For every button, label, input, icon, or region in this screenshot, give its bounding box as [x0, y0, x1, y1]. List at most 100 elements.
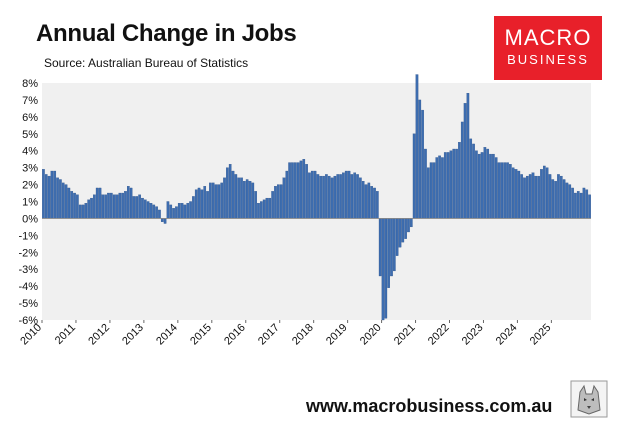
- bar: [540, 169, 543, 219]
- y-tick-label: 6%: [22, 112, 38, 124]
- bar: [381, 218, 385, 321]
- bar: [477, 153, 481, 219]
- x-tick-label: 2023: [460, 322, 486, 348]
- x-tick-label: 2021: [392, 322, 418, 348]
- x-tick-label: 2016: [222, 322, 248, 348]
- bar: [333, 175, 337, 219]
- y-axis: -6% -5% -4% -3% -2% -1% 0% 1% 2% 3% 4% 5% 6% 7% 8%: [18, 78, 38, 327]
- bar: [571, 187, 574, 219]
- bar: [492, 153, 495, 219]
- y-tick-label: -6%: [18, 315, 38, 327]
- x-tick-label: 2014: [154, 322, 180, 348]
- bar: [291, 162, 294, 219]
- chart-source: Source: Australian Bureau of Statistics: [44, 56, 249, 70]
- bar: [342, 172, 345, 219]
- bar: [398, 218, 402, 248]
- bar: [186, 203, 190, 219]
- bar: [84, 203, 88, 219]
- x-tick-label: 2012: [86, 322, 112, 348]
- bar: [336, 174, 340, 219]
- bar: [441, 157, 444, 219]
- bar: [308, 172, 311, 219]
- bar: [475, 150, 478, 219]
- bar: [95, 187, 99, 219]
- y-tick-label: -5%: [18, 298, 38, 310]
- x-tick-label: 2015: [188, 322, 214, 348]
- bar: [446, 152, 450, 219]
- bar: [523, 177, 526, 219]
- bar: [548, 174, 552, 219]
- bar: [101, 194, 105, 219]
- bar: [387, 218, 390, 288]
- bar: [322, 175, 325, 219]
- bar: [50, 170, 54, 219]
- bar: [254, 191, 257, 219]
- bar: [135, 196, 139, 219]
- y-tick-label: 0%: [22, 213, 38, 225]
- bar: [486, 148, 490, 219]
- bar: [582, 187, 586, 219]
- bar: [223, 177, 226, 219]
- bar: [469, 138, 473, 219]
- bar: [327, 175, 331, 219]
- bar: [217, 184, 221, 219]
- bar: [370, 186, 373, 219]
- bar: [129, 187, 133, 219]
- bar: [61, 182, 65, 219]
- bar: [138, 194, 141, 219]
- bar: [497, 162, 501, 219]
- bar: [543, 165, 546, 219]
- bar: [56, 177, 59, 219]
- bar: [257, 203, 260, 219]
- bar: [562, 179, 566, 219]
- macrobusiness-logo[interactable]: MACRO BUSINESS: [494, 16, 602, 80]
- y-tick-label: -1%: [18, 230, 38, 242]
- x-tick-label: 2011: [53, 322, 78, 347]
- bar: [313, 170, 317, 219]
- bar: [166, 201, 170, 219]
- logo-line1: MACRO: [504, 25, 592, 50]
- bar: [124, 191, 127, 219]
- bar: [325, 174, 328, 219]
- bar: [376, 191, 379, 219]
- bar: [472, 143, 475, 219]
- bar: [452, 148, 456, 219]
- bar: [480, 152, 484, 219]
- y-tick-label: 2%: [22, 180, 38, 192]
- bar: [226, 167, 229, 219]
- bar: [299, 160, 303, 219]
- bar: [293, 162, 297, 219]
- website-url[interactable]: www.macrobusiness.com.au: [306, 396, 553, 416]
- x-tick-label: 2020: [358, 322, 384, 348]
- bar: [262, 199, 266, 219]
- bar: [305, 164, 308, 219]
- bar: [551, 179, 555, 219]
- bar: [209, 182, 212, 219]
- bar: [175, 206, 178, 219]
- bar: [407, 218, 410, 233]
- bar: [404, 218, 407, 239]
- bar: [503, 162, 506, 219]
- bar: [274, 186, 277, 219]
- x-tick-label: 2022: [426, 322, 452, 348]
- bar: [378, 218, 382, 277]
- bar: [455, 148, 458, 219]
- bar: [421, 109, 424, 219]
- bar: [514, 169, 518, 219]
- bar: [149, 203, 153, 219]
- bar: [432, 162, 436, 219]
- bar: [426, 167, 430, 219]
- bar: [110, 192, 113, 219]
- bar: [251, 182, 255, 219]
- bar: [588, 194, 591, 219]
- bar: [44, 174, 48, 219]
- y-tick-label: 1%: [22, 197, 38, 209]
- bar: [203, 186, 207, 219]
- bar: [483, 147, 487, 219]
- bar: [81, 204, 85, 219]
- bar: [107, 192, 110, 219]
- bar: [220, 182, 224, 219]
- bar: [574, 192, 577, 219]
- bar: [424, 148, 427, 219]
